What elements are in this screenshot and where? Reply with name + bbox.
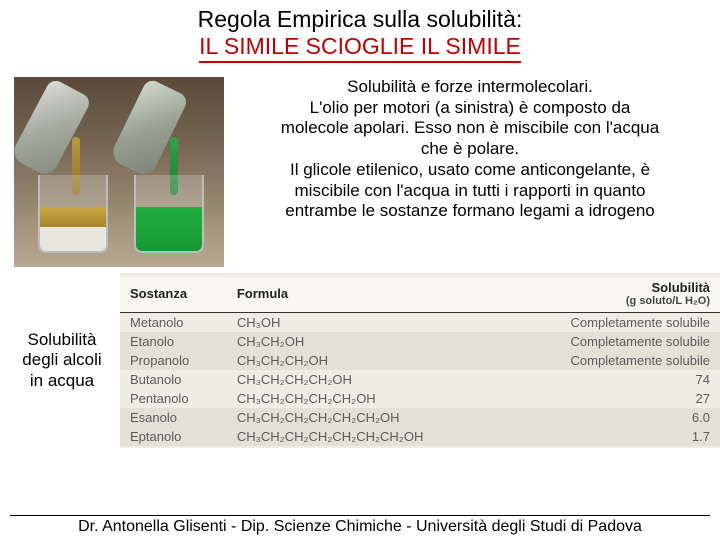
solubility-table-wrap: Sostanza Formula Solubilità (g soluto/L … (120, 273, 720, 448)
cell-solubility: 27 (505, 389, 720, 408)
cell-solubility: 1.7 (505, 427, 720, 446)
solubility-table: Sostanza Formula Solubilità (g soluto/L … (120, 277, 720, 446)
cell-substance: Pentanolo (120, 389, 227, 408)
desc-line: Il glicole etilenico, usato come anticon… (234, 160, 706, 181)
col-substance: Sostanza (120, 277, 227, 313)
cell-substance: Eptanolo (120, 427, 227, 446)
cell-formula: CH₃CH₂OH (227, 332, 505, 351)
cell-solubility: Completamente solubile (505, 332, 720, 351)
cell-formula: CH₃CH₂CH₂CH₂CH₂CH₂OH (227, 408, 505, 427)
bottle-oil-icon (14, 77, 92, 178)
cell-substance: Propanolo (120, 351, 227, 370)
table-row: EtanoloCH₃CH₂OHCompletamente solubile (120, 332, 720, 351)
cell-solubility: Completamente solubile (505, 313, 720, 333)
title-line-2: IL SIMILE SCIOGLIE IL SIMILE (199, 33, 521, 63)
desc-line: molecole apolari. Esso non è miscibile c… (234, 118, 706, 139)
col-solubility-sublabel: (g soluto/L H₂O) (515, 295, 710, 307)
beaker-glycol-icon (134, 175, 204, 253)
upper-section: Solubilità e forze intermolecolari. L'ol… (0, 67, 720, 271)
desc-line: Solubilità e forze intermolecolari. (234, 77, 706, 98)
desc-line: L'olio per motori (a sinistra) è compost… (234, 98, 706, 119)
table-row: PentanoloCH₃CH₂CH₂CH₂CH₂OH27 (120, 389, 720, 408)
cell-solubility: Completamente solubile (505, 351, 720, 370)
cell-solubility: 6.0 (505, 408, 720, 427)
table-row: MetanoloCH₃OHCompletamente solubile (120, 313, 720, 333)
cell-substance: Esanolo (120, 408, 227, 427)
cell-formula: CH₃OH (227, 313, 505, 333)
desc-line: che è polare. (234, 139, 706, 160)
table-row: EsanoloCH₃CH₂CH₂CH₂CH₂CH₂OH6.0 (120, 408, 720, 427)
lower-section: Solubilità degli alcoli in acqua Sostanz… (0, 271, 720, 448)
description-text: Solubilità e forze intermolecolari. L'ol… (234, 77, 706, 222)
experiment-photo (14, 77, 224, 267)
table-side-label: Solubilità degli alcoli in acqua (8, 330, 116, 391)
desc-line: entrambe le sostanze formano legami a id… (234, 201, 706, 222)
table-row: EptanoloCH₃CH₂CH₂CH₂CH₂CH₂CH₂OH1.7 (120, 427, 720, 446)
beaker-oil-icon (38, 175, 108, 253)
side-label-line: Solubilità (8, 330, 116, 350)
title-line-1: Regola Empirica sulla solubilità: (20, 6, 700, 33)
table-row: ButanoloCH₃CH₂CH₂CH₂OH74 (120, 370, 720, 389)
cell-formula: CH₃CH₂CH₂CH₂CH₂CH₂CH₂OH (227, 427, 505, 446)
liquid-oil-icon (40, 207, 106, 251)
side-label-line: in acqua (8, 371, 116, 391)
cell-solubility: 74 (505, 370, 720, 389)
col-solubility-label: Solubilità (652, 280, 711, 295)
cell-substance: Etanolo (120, 332, 227, 351)
cell-substance: Metanolo (120, 313, 227, 333)
col-formula: Formula (227, 277, 505, 313)
liquid-glycol-icon (136, 207, 202, 251)
table-row: PropanoloCH₃CH₂CH₂OHCompletamente solubi… (120, 351, 720, 370)
cell-substance: Butanolo (120, 370, 227, 389)
slide-title: Regola Empirica sulla solubilità: IL SIM… (0, 0, 720, 67)
col-solubility: Solubilità (g soluto/L H₂O) (505, 277, 720, 313)
slide-footer: Dr. Antonella Glisenti - Dip. Scienze Ch… (10, 515, 710, 536)
cell-formula: CH₃CH₂CH₂OH (227, 351, 505, 370)
cell-formula: CH₃CH₂CH₂CH₂CH₂OH (227, 389, 505, 408)
side-label-line: degli alcoli (8, 350, 116, 370)
desc-line: miscibile con l'acqua in tutti i rapport… (234, 181, 706, 202)
table-header-row: Sostanza Formula Solubilità (g soluto/L … (120, 277, 720, 313)
cell-formula: CH₃CH₂CH₂CH₂OH (227, 370, 505, 389)
